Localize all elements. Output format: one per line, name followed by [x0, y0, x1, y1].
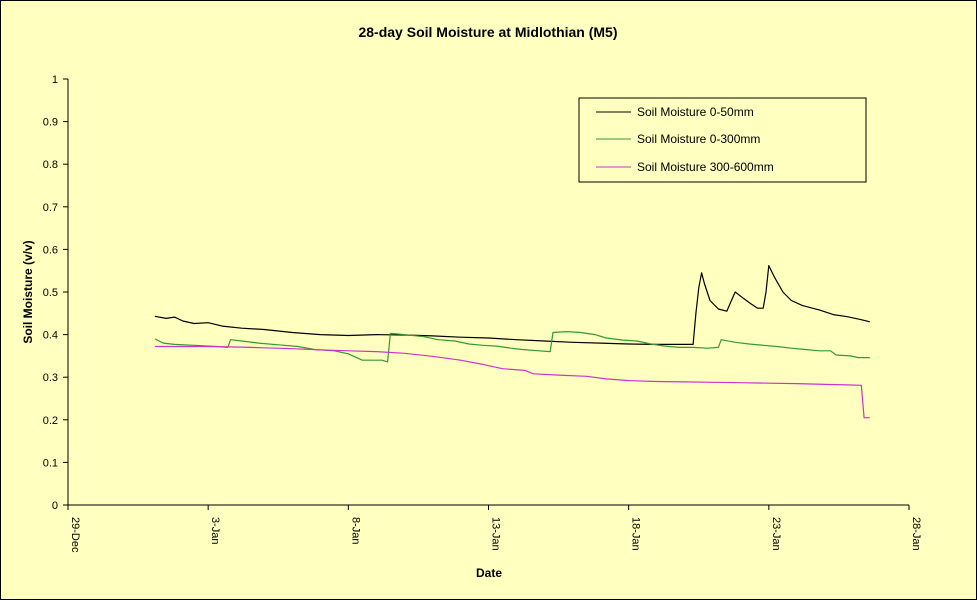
x-axis-ticks: 29-Dec 3-Jan 8-Jan 13-Jan 18-Jan 23-Jan 28-Jan: [67, 505, 922, 553]
y-tick-label: 0.9: [43, 117, 58, 129]
x-tick-label: 18-Jan: [630, 517, 642, 551]
x-tick-label: 13-Jan: [490, 517, 502, 551]
legend-label-0-300mm: Soil Moisture 0-300mm: [637, 132, 760, 146]
y-tick-label: 0.4: [43, 330, 58, 342]
y-axis-label: Soil Moisture (v/v): [21, 240, 35, 343]
y-tick-label: 0.2: [43, 415, 58, 427]
x-tick-label: 29-Dec: [69, 517, 81, 553]
y-tick-label: 0.1: [43, 457, 58, 469]
x-tick-label: 28-Jan: [910, 517, 922, 551]
x-axis-label: Date: [476, 566, 502, 580]
y-tick-label: 0.7: [43, 202, 58, 214]
y-tick-label: 0: [52, 500, 58, 512]
chart-title: 28-day Soil Moisture at Midlothian (M5): [358, 24, 617, 40]
series-layer: [154, 265, 870, 419]
x-tick-label: 23-Jan: [770, 517, 782, 551]
y-axis-ticks: 0 0.1 0.2 0.3 0.4 0.5 0.6 0.7 0.8 0.9 1: [43, 74, 68, 512]
y-tick-label: 1: [52, 74, 58, 86]
legend: Soil Moisture 0-50mm Soil Moisture 0-300…: [578, 97, 867, 183]
y-tick-label: 0.5: [43, 287, 58, 299]
legend-label-300-600mm: Soil Moisture 300-600mm: [637, 160, 774, 174]
series-line-2: [154, 345, 870, 419]
y-tick-label: 0.8: [43, 159, 58, 171]
series-line-1: [154, 331, 870, 363]
legend-label-0-50mm: Soil Moisture 0-50mm: [637, 105, 754, 119]
series-line-0: [154, 265, 870, 345]
x-tick-label: 3-Jan: [209, 517, 221, 545]
y-tick-label: 0.3: [43, 372, 58, 384]
y-tick-label: 0.6: [43, 244, 58, 256]
x-tick-label: 8-Jan: [349, 517, 361, 545]
